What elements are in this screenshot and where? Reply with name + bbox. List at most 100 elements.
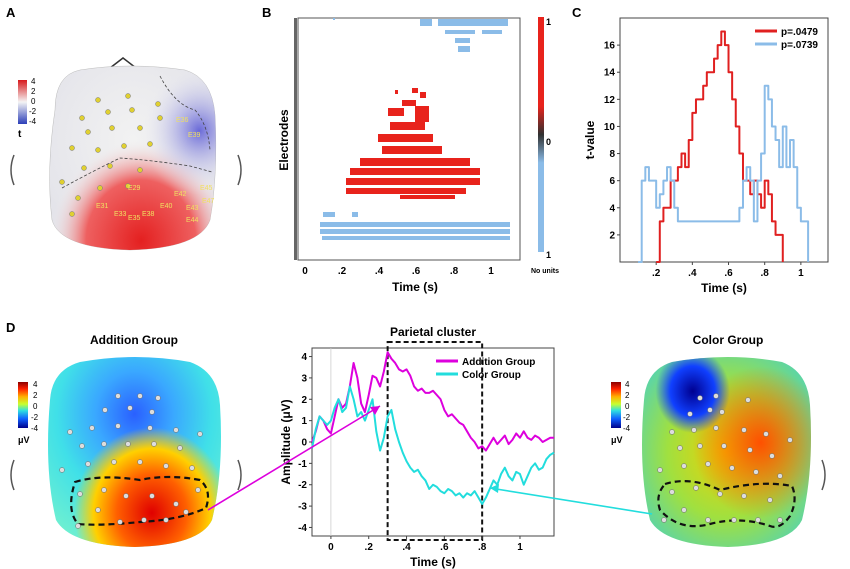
right-ear — [237, 459, 242, 491]
electrode-dots-a — [59, 93, 163, 217]
d-middle-series-line — [311, 385, 555, 505]
colorbar-a: 4 2 0 -2 -4 t — [18, 77, 37, 140]
scalp-addition-hot — [48, 357, 221, 547]
colorbar-d-left-unit: μV — [18, 435, 30, 445]
panel-b-xtick: .2 — [338, 266, 347, 277]
panel-b-xlabel: Time (s) — [392, 280, 438, 294]
d-middle-legend-label: Color Group — [462, 370, 521, 381]
panel-b-xtick: 1 — [488, 266, 494, 277]
contour-a — [61, 157, 213, 189]
c-legend-label: p=.0479 — [781, 27, 818, 38]
colorbar-b-tick: 1 — [546, 250, 551, 260]
c-plot-frame — [619, 17, 829, 263]
d-middle-xlabel: Time (s) — [410, 555, 456, 569]
c-legend-label: p=.0739 — [781, 40, 818, 51]
head-map-a: E36 E39 E29 E45 E42 E47 E31 E40 E43 E33 … — [10, 57, 242, 251]
c-xtick-label: 1 — [798, 268, 804, 279]
d-middle-legend-label: Addition Group — [462, 357, 535, 368]
colorbar-d-right-unit: μV — [611, 435, 623, 445]
d-middle-ytick-label: -2 — [298, 480, 307, 491]
c-series-line — [638, 84, 810, 263]
colorbar-b-tick: 0 — [546, 137, 551, 147]
colorbar-d-left-tick: -4 — [31, 424, 39, 433]
c-xtick-label: .8 — [761, 268, 770, 279]
colorbar-d-left-bar — [18, 382, 28, 428]
c-xtick-label: .4 — [688, 268, 697, 279]
panel-b: B Electrodes — [262, 5, 559, 294]
electrode-label: E35 — [128, 215, 141, 222]
d-middle-ytick-label: -1 — [298, 459, 307, 470]
left-ear — [10, 459, 15, 491]
color-group-title: Color Group — [693, 333, 764, 347]
colorbar-d-left-tick: 4 — [33, 380, 38, 389]
d-middle-xtick-label: .4 — [402, 542, 411, 553]
colorbar-d-left-tick: 2 — [33, 391, 38, 400]
colorbar-b-tick: 1 — [546, 17, 551, 27]
electrode-label: E45 — [200, 185, 213, 192]
colorbar-d-left: 4 2 0 -2 -4 μV — [18, 380, 39, 445]
d-middle-ytick-label: -4 — [298, 523, 307, 534]
d-middle-xtick-label: .2 — [365, 542, 374, 553]
panel-b-xtick: .6 — [412, 266, 421, 277]
c-ytick-label: 10 — [604, 122, 616, 133]
colorbar-d-left-tick: -2 — [31, 413, 39, 422]
colorbar-a-tick: -4 — [29, 117, 37, 126]
head-map-addition — [10, 357, 242, 547]
colorbar-d-right: 4 2 0 -2 -4 μV — [611, 380, 631, 445]
colorbar-d-right-bar — [611, 382, 621, 428]
c-ytick-label: 16 — [604, 41, 616, 52]
panel-letter-d: D — [6, 320, 15, 335]
d-middle-ytick-label: 3 — [301, 373, 307, 384]
panel-a: A 4 2 0 -2 -4 t — [6, 5, 242, 251]
panel-letter-c: C — [572, 5, 582, 20]
c-ylabel: t-value — [583, 120, 597, 159]
electrode-label: E43 — [186, 205, 199, 212]
electrode-labels-a: E36 E39 E29 E45 E42 E47 E31 E40 E43 E33 … — [96, 117, 215, 224]
electrode-label: E42 — [174, 191, 187, 198]
electrode-tick-strip — [294, 18, 297, 260]
electrode-label: E47 — [202, 198, 215, 205]
electrode-raster — [320, 18, 510, 240]
d-middle-xtick-label: 1 — [517, 542, 523, 553]
electrode-label: E39 — [188, 132, 201, 139]
electrode-label: E36 — [176, 117, 189, 124]
colorbar-d-right-tick: -2 — [623, 413, 631, 422]
c-ytick-label: 2 — [609, 230, 615, 241]
scalp-a-negative — [49, 66, 216, 250]
colorbar-a-tick: 0 — [31, 97, 36, 106]
colorbar-b-bar — [538, 17, 544, 252]
panel-letter-b: B — [262, 5, 271, 20]
nose-marker — [109, 57, 137, 69]
c-xlabel: Time (s) — [701, 281, 747, 295]
colorbar-a-label: t — [18, 129, 22, 140]
right-ear — [821, 459, 826, 491]
connector-arrows — [207, 405, 653, 515]
electrode-label: E40 — [160, 203, 173, 210]
electrode-dots-addition — [59, 393, 203, 529]
d-middle-xtick-label: .6 — [440, 542, 449, 553]
c-xtick-label: .6 — [724, 268, 733, 279]
colorbar-d-left-tick: 0 — [33, 402, 38, 411]
electrode-label: E29 — [128, 185, 141, 192]
left-ear — [10, 154, 15, 186]
electrode-dots-color — [657, 393, 793, 523]
d-middle-series-line — [311, 351, 554, 452]
d-middle-title: Parietal cluster — [390, 325, 476, 339]
panel-b-xtick: .4 — [375, 266, 384, 277]
panel-b-plot-frame — [297, 17, 521, 261]
electrode-label: E38 — [142, 211, 155, 218]
colorbar-d-right-tick: -4 — [623, 424, 631, 433]
colorbar-a-tick: 2 — [31, 87, 36, 96]
colorbar-d-right-tick: 2 — [625, 391, 630, 400]
electrode-label: E33 — [114, 211, 127, 218]
cluster-outline-addition — [70, 475, 210, 526]
d-middle-xtick-label: .8 — [478, 542, 487, 553]
c-ytick-label: 6 — [609, 176, 615, 187]
electrode-label: E31 — [96, 203, 109, 210]
panel-d: D Addition Group 4 2 0 -2 -4 μV — [6, 320, 826, 569]
head-map-color — [642, 357, 826, 547]
addition-arrowhead — [370, 406, 380, 415]
colorbar-a-tick: 4 — [31, 77, 36, 86]
color-arrowhead — [490, 484, 499, 493]
